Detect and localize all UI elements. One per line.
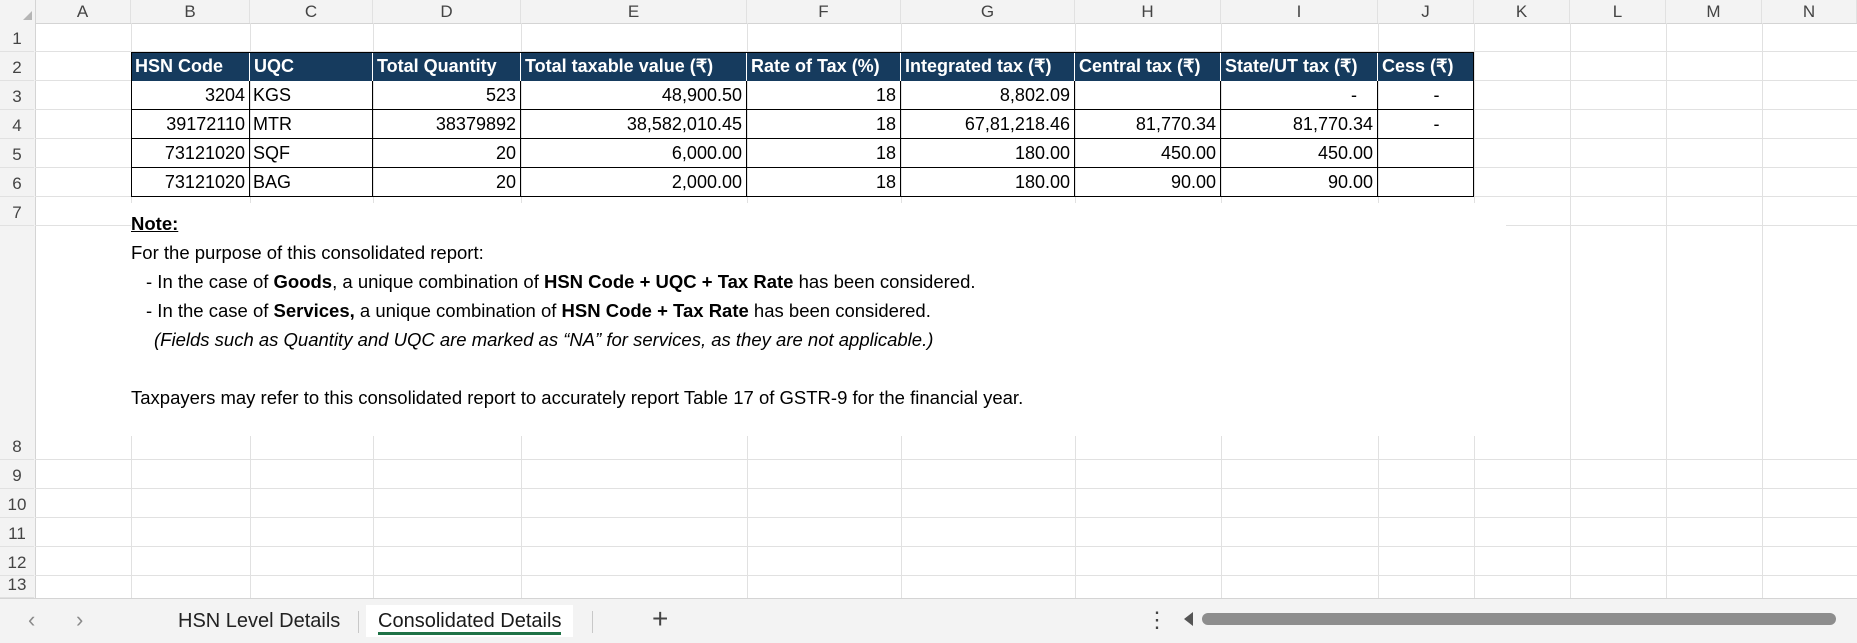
cell-integrated-tax[interactable]: 67,81,218.46	[901, 110, 1075, 139]
column-header-f[interactable]: F	[747, 0, 901, 23]
cell-central-tax[interactable]: 90.00	[1075, 168, 1221, 197]
note-services-line: - In the case of Services, a unique comb…	[146, 300, 931, 321]
cell-uqc[interactable]: SQF	[250, 139, 373, 168]
cell-integrated-tax[interactable]: 8,802.09	[901, 81, 1075, 110]
row-header-2[interactable]: 2	[0, 52, 34, 81]
header-total-taxable-value[interactable]: Total taxable value (₹)	[521, 52, 747, 81]
table-header-row: HSN Code UQC Total Quantity Total taxabl…	[131, 52, 1474, 81]
header-state-ut-tax[interactable]: State/UT tax (₹)	[1221, 52, 1378, 81]
cell-taxable-value[interactable]: 38,582,010.45	[521, 110, 747, 139]
column-header-b[interactable]: B	[131, 0, 250, 23]
cell-taxable-value[interactable]: 6,000.00	[521, 139, 747, 168]
cell-hsn-code[interactable]: 3204	[131, 81, 250, 110]
cell-central-tax[interactable]: 450.00	[1075, 139, 1221, 168]
column-header-k[interactable]: K	[1474, 0, 1570, 23]
cell-taxable-value[interactable]: 2,000.00	[521, 168, 747, 197]
sheet-tab-bar: ‹ › HSN Level Details Consolidated Detai…	[0, 598, 1857, 643]
tab-consolidated-details-label: Consolidated Details	[378, 610, 562, 632]
note-footer: Taxpayers may refer to this consolidated…	[131, 387, 1024, 408]
tab-consolidated-details[interactable]: Consolidated Details	[366, 605, 574, 637]
column-header-a[interactable]: A	[35, 0, 131, 23]
cell-grid[interactable]: HSN Code UQC Total Quantity Total taxabl…	[35, 23, 1857, 598]
column-header-h[interactable]: H	[1075, 0, 1221, 23]
cell-state-ut-tax[interactable]: 81,770.34	[1221, 110, 1378, 139]
plus-icon[interactable]: +	[652, 603, 669, 634]
column-header-n[interactable]: N	[1762, 0, 1857, 23]
row-header-5[interactable]: 5	[0, 139, 34, 168]
cell-total-quantity[interactable]: 523	[373, 81, 521, 110]
tab-hsn-level-details[interactable]: HSN Level Details	[178, 610, 341, 632]
cell-rate-of-tax[interactable]: 18	[747, 110, 901, 139]
column-header-m[interactable]: M	[1666, 0, 1762, 23]
horizontal-scrollbar[interactable]	[1202, 613, 1836, 625]
header-rate-of-tax[interactable]: Rate of Tax (%)	[747, 52, 901, 81]
note-italic-line: (Fields such as Quantity and UQC are mar…	[154, 329, 934, 350]
cell-uqc[interactable]: MTR	[250, 110, 373, 139]
row-header-13[interactable]: 13	[0, 575, 34, 598]
cell-hsn-code[interactable]: 39172110	[131, 110, 250, 139]
row-header-9[interactable]: 9	[0, 460, 34, 489]
header-central-tax[interactable]: Central tax (₹)	[1075, 52, 1221, 81]
note-block[interactable]: Note: For the purpose of this consolidat…	[131, 203, 1506, 436]
cell-cess[interactable]	[1378, 168, 1474, 197]
column-header-d[interactable]: D	[373, 0, 521, 23]
column-header-e[interactable]: E	[521, 0, 747, 23]
column-header-i[interactable]: I	[1221, 0, 1378, 23]
cell-state-ut-tax[interactable]: -	[1221, 81, 1378, 110]
cell-uqc[interactable]: BAG	[250, 168, 373, 197]
row-header-4[interactable]: 4	[0, 110, 34, 139]
cell-cess[interactable]: -	[1378, 81, 1474, 110]
row-header-10[interactable]: 10	[0, 489, 34, 518]
row-header-8[interactable]: 8	[0, 226, 34, 460]
cell-cess[interactable]	[1378, 139, 1474, 168]
cell-central-tax[interactable]	[1075, 81, 1221, 110]
row-header-bar: 1 2 3 4 5 6 7 8 9 10 11 12 13	[0, 23, 36, 598]
header-cess[interactable]: Cess (₹)	[1382, 56, 1454, 76]
cell-state-ut-tax[interactable]: 90.00	[1221, 168, 1378, 197]
header-total-quantity[interactable]: Total Quantity	[373, 52, 521, 81]
cell-total-quantity[interactable]: 20	[373, 168, 521, 197]
cell-rate-of-tax[interactable]: 18	[747, 81, 901, 110]
column-header-bar: A B C D E F G H I J K L M N	[0, 0, 1857, 24]
row-header-12[interactable]: 12	[0, 547, 34, 576]
column-header-l[interactable]: L	[1570, 0, 1666, 23]
active-tab-indicator	[378, 632, 562, 635]
more-vertical-icon[interactable]: ⋮	[1146, 607, 1168, 632]
cell-integrated-tax[interactable]: 180.00	[901, 139, 1075, 168]
cell-total-quantity[interactable]: 38379892	[373, 110, 521, 139]
select-all-corner[interactable]	[0, 0, 36, 23]
cell-rate-of-tax[interactable]: 18	[747, 139, 901, 168]
row-header-1[interactable]: 1	[0, 23, 34, 52]
row-header-3[interactable]: 3	[0, 81, 34, 110]
header-integrated-tax[interactable]: Integrated tax (₹)	[901, 52, 1075, 81]
note-heading: Note:	[131, 213, 179, 234]
header-hsn-code[interactable]: HSN Code	[131, 52, 250, 81]
row-header-7[interactable]: 7	[0, 197, 34, 226]
cell-uqc[interactable]: KGS	[250, 81, 373, 110]
header-uqc[interactable]: UQC	[250, 52, 373, 81]
chevron-right-icon[interactable]: ›	[76, 607, 84, 632]
row-header-11[interactable]: 11	[0, 518, 34, 547]
cell-central-tax[interactable]: 81,770.34	[1075, 110, 1221, 139]
column-header-j[interactable]: J	[1378, 0, 1474, 23]
cell-state-ut-tax[interactable]: 450.00	[1221, 139, 1378, 168]
cell-integrated-tax[interactable]: 180.00	[901, 168, 1075, 197]
scroll-left-icon[interactable]	[1184, 612, 1193, 626]
cell-total-quantity[interactable]: 20	[373, 139, 521, 168]
note-goods-line: - In the case of Goods, a unique combina…	[146, 271, 976, 292]
cell-hsn-code[interactable]: 73121020	[131, 139, 250, 168]
column-header-c[interactable]: C	[250, 0, 373, 23]
note-intro: For the purpose of this consolidated rep…	[131, 242, 484, 263]
column-header-g[interactable]: G	[901, 0, 1075, 23]
cell-hsn-code[interactable]: 73121020	[131, 168, 250, 197]
row-header-6[interactable]: 6	[0, 168, 34, 197]
chevron-left-icon[interactable]: ‹	[28, 607, 36, 632]
cell-cess[interactable]: -	[1378, 110, 1474, 139]
cell-rate-of-tax[interactable]: 18	[747, 168, 901, 197]
cell-taxable-value[interactable]: 48,900.50	[521, 81, 747, 110]
